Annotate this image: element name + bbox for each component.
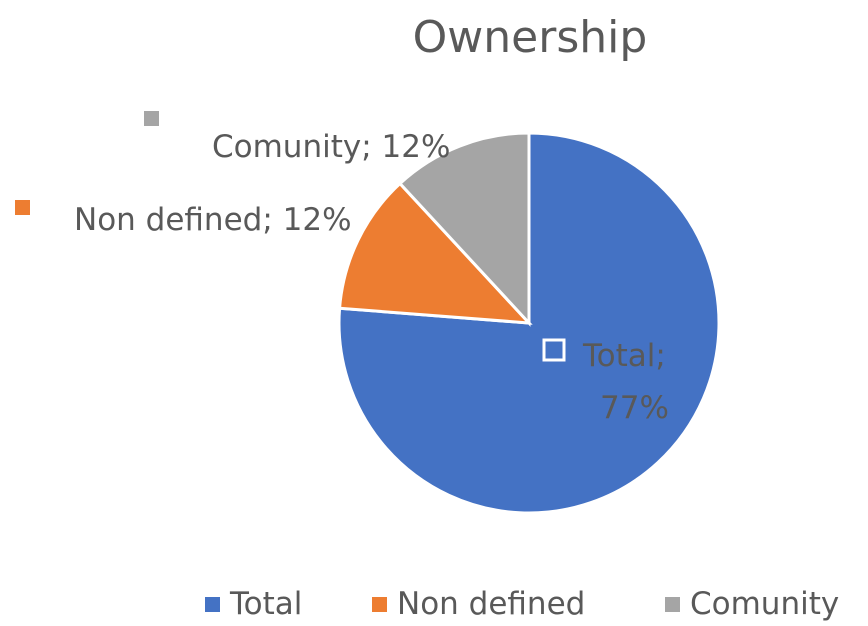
legend-label-non-defined: Non defined xyxy=(397,586,586,622)
legend-swatch-total xyxy=(205,596,220,612)
pie-slice-comunity xyxy=(397,131,531,327)
legend-item-non-defined: Non defined xyxy=(372,584,585,624)
data-label-non-defined: Non defined; 12% xyxy=(74,202,352,238)
legend-item-comunity: Comunity xyxy=(665,584,839,624)
pie-slice-non-defined xyxy=(337,181,533,325)
pie-slices xyxy=(337,131,721,515)
data-label-marker-total xyxy=(542,338,566,362)
pie-chart: Total; 77% Non defined; 12% Comunity; 12% xyxy=(15,111,721,515)
chart-legend: Total Non defined Comunity xyxy=(0,584,868,624)
data-label-marker-non-defined xyxy=(15,200,30,215)
legend-swatch-non-defined xyxy=(372,596,387,612)
data-label-marker-comunity xyxy=(144,111,159,126)
data-label-comunity: Comunity; 12% xyxy=(212,129,450,165)
data-label-total-line-1: Total; xyxy=(582,338,666,374)
data-label-total-line-2: 77% xyxy=(600,390,669,426)
chart-title: Ownership xyxy=(412,12,648,63)
data-labels: Total; 77% Non defined; 12% Comunity; 12% xyxy=(15,111,669,426)
legend-label-total: Total xyxy=(230,586,303,622)
legend-item-total: Total xyxy=(205,584,302,624)
legend-label-comunity: Comunity xyxy=(690,586,840,622)
legend-swatch-comunity xyxy=(665,596,680,612)
